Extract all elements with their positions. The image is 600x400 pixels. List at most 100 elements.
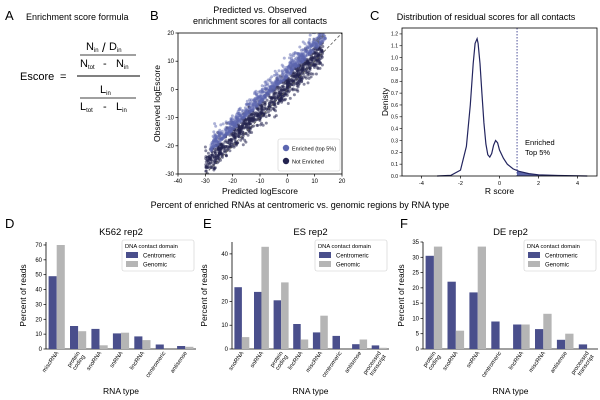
scatter-point-not-enriched: [239, 138, 243, 142]
scatter-point-enriched: [251, 106, 255, 110]
scatter-point-not-enriched: [240, 126, 244, 130]
scatter-point-enriched: [318, 41, 322, 45]
scatter-point-not-enriched: [243, 119, 247, 123]
scatter-point-enriched: [243, 106, 247, 110]
scatter-point-not-enriched: [262, 113, 266, 117]
scatter-point-not-enriched: [278, 92, 282, 96]
lower-lin: Lin: [100, 84, 111, 97]
section-title: Percent of enriched RNAs at centromeric …: [151, 200, 450, 210]
scatter-point-enriched: [245, 103, 249, 107]
bar-category-label: miscRNA: [42, 351, 61, 374]
bar-genomic: [261, 246, 269, 349]
scatter-point-enriched: [321, 40, 324, 44]
bar-category-label: snoRNA: [228, 351, 245, 372]
bar-chart-title: ES rep2: [293, 227, 327, 238]
bar-y-tick-label: 0: [225, 347, 229, 353]
density-y-tick-label: 1.2: [391, 32, 398, 38]
bar-legend-label: Genomic: [336, 263, 360, 269]
scatter-point-enriched: [269, 90, 273, 94]
bar-genomic: [241, 337, 250, 349]
panel-label-d: D: [5, 216, 14, 231]
density-curve: [437, 36, 588, 177]
density-y-tick-label: 0.1: [391, 162, 398, 168]
scatter-point-enriched: [248, 106, 252, 110]
scatter-point-enriched: [274, 78, 278, 82]
bar-genomic: [56, 245, 65, 349]
bar-y-tick-label: 20: [221, 299, 228, 305]
density-x-tick-label: 0: [498, 181, 501, 187]
bar-legend-box: [523, 239, 597, 272]
scatter-point-enriched: [282, 56, 286, 60]
scatter-point-enriched: [254, 92, 258, 96]
scatter-point-enriched: [318, 34, 321, 37]
density-y-tick-label: 0.2: [391, 150, 398, 156]
scatter-point-not-enriched: [286, 102, 290, 105]
scatter-point-enriched: [238, 111, 242, 115]
scatter-y-tick-label: -10: [165, 116, 174, 122]
scatter-point-enriched: [322, 36, 326, 40]
scatter-point-not-enriched: [214, 161, 217, 165]
scatter-point-not-enriched: [299, 70, 303, 74]
scatter-point-enriched: [274, 83, 278, 87]
bar-x-label: RNA type: [293, 386, 329, 396]
scatter-point-enriched: [259, 90, 263, 94]
density-annotation-line-1: Enriched: [525, 138, 555, 147]
scatter-point-not-enriched: [282, 94, 286, 98]
bar-legend-label: Centromeric: [336, 254, 369, 260]
bar-centromeric: [425, 255, 434, 349]
bar-legend-title: DNA contact domain: [318, 244, 371, 250]
bar-centromeric: [556, 339, 566, 349]
bar-centromeric: [254, 291, 262, 349]
bar-genomic: [379, 347, 387, 349]
density-x-tick-label: 4: [576, 181, 579, 187]
bar-y-tick-label: 40: [221, 252, 228, 258]
bar-centromeric: [112, 333, 121, 349]
bar-chart-title: DE rep2: [493, 227, 528, 238]
scatter-legend-marker: [282, 157, 290, 165]
density-frame: [401, 27, 598, 177]
density-y-tick-label: 0.8: [391, 79, 398, 85]
scatter-point-not-enriched: [283, 98, 287, 102]
scatter-point-not-enriched: [316, 67, 320, 71]
bar-legend-box: [314, 239, 388, 272]
scatter-point-not-enriched: [274, 109, 277, 113]
formula-equals: =: [60, 71, 66, 83]
bar-y-label: Percent of reads: [18, 264, 28, 326]
scatter-point-not-enriched: [261, 123, 265, 127]
bar-legend-box: [121, 239, 195, 272]
scatter-point-enriched: [289, 61, 293, 65]
scatter-legend-label: Not Enriched: [292, 160, 324, 166]
scatter-point-enriched: [313, 44, 317, 48]
bar-category-label: snRNA: [109, 351, 125, 370]
bar-y-tick-label: 10: [412, 316, 419, 322]
scatter-point-not-enriched: [208, 157, 212, 161]
scatter-point-enriched: [288, 72, 292, 76]
bar-category-label: centromeric: [321, 351, 343, 379]
bar-category-label: miscRNA: [528, 351, 547, 374]
scatter-point-not-enriched: [317, 59, 320, 63]
scatter-point-not-enriched: [268, 101, 271, 105]
scatter-point-not-enriched: [233, 135, 237, 139]
scatter-point-not-enriched: [276, 102, 280, 105]
bar-legend-title: DNA contact domain: [527, 244, 580, 250]
scatter-point-enriched: [240, 111, 244, 115]
denominator-nin: Nin: [116, 58, 129, 71]
bar-chart-title: K562 rep2: [99, 227, 143, 238]
scatter-point-enriched: [317, 36, 321, 40]
bar-y-tick-label: 35: [412, 240, 419, 246]
scatter-point-not-enriched: [290, 77, 294, 81]
scatter-point-not-enriched: [282, 88, 286, 92]
scatter-point-enriched: [290, 54, 294, 58]
scatter-point-not-enriched: [279, 86, 283, 90]
scatter-point-not-enriched: [298, 79, 302, 82]
scatter-point-not-enriched: [311, 72, 315, 76]
scatter-point-not-enriched: [205, 166, 209, 169]
density-panel: Distribution of residual scores for all …: [380, 12, 598, 196]
scatter-point-not-enriched: [293, 88, 297, 92]
scatter-point-not-enriched: [306, 60, 310, 64]
scatter-point-not-enriched: [219, 142, 223, 146]
scatter-point-enriched: [292, 67, 296, 71]
formula-title: Enrichment score formula: [26, 12, 129, 22]
bar-y-tick-label: 40: [35, 288, 42, 294]
